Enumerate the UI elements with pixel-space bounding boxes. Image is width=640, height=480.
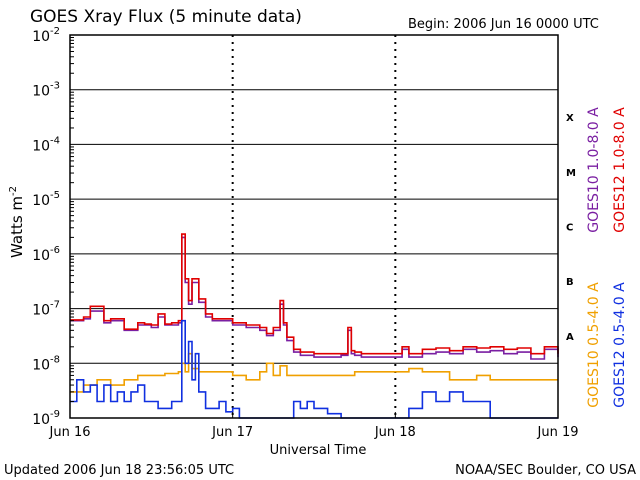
begin-label: Begin: 2006 Jun 16 0000 UTC: [408, 17, 599, 32]
flare-class-label: A: [566, 332, 574, 343]
series-line-1: [70, 233, 559, 355]
y-tick-exp: -5: [50, 190, 60, 201]
flare-class-label: C: [566, 223, 573, 234]
y-tick-base: 10: [32, 303, 50, 319]
y-axis-label-base: Watts m: [8, 196, 26, 258]
y-tick-label: 10-4: [32, 135, 60, 154]
axes: [69, 34, 559, 419]
x-axis-label: Universal Time: [270, 443, 367, 458]
y-tick-labels: 10-210-310-410-510-610-710-810-9: [32, 26, 60, 428]
flare-class-labels: X M C B A: [566, 113, 576, 343]
y-tick-exp: -2: [50, 26, 60, 37]
gridlines: [70, 35, 558, 418]
plot-frame: [69, 34, 559, 419]
x-tick-label: Jun 16: [49, 425, 91, 440]
chart-title: GOES Xray Flux (5 minute data): [30, 7, 302, 27]
flare-class-label: M: [566, 168, 576, 179]
credit-label: NOAA/SEC Boulder, CO USA: [455, 463, 636, 478]
svg-text:Watts m-2: Watts m-2: [8, 186, 26, 258]
y-tick-exp: -3: [50, 81, 60, 92]
y-tick-base: 10: [32, 357, 50, 373]
y-axis-label-sup: -2: [8, 186, 19, 196]
legend-entry-2: GOES10 0.5-4.0 A: [586, 282, 602, 408]
legend-entry-0: GOES10 1.0-8.0 A: [586, 107, 602, 233]
x-tick-label: Jun 18: [374, 425, 416, 440]
updated-label: Updated 2006 Jun 18 23:56:05 UTC: [4, 463, 234, 478]
legend-entry-3: GOES12 0.5-4.0 A: [612, 282, 628, 408]
y-tick-exp: -6: [50, 245, 60, 256]
series-line-3: [70, 319, 558, 419]
plot-background: [70, 35, 558, 418]
y-tick-base: 10: [32, 193, 50, 209]
y-tick-base: 10: [32, 412, 50, 428]
y-tick-base: 10: [32, 29, 50, 45]
y-tick-label: 10-2: [32, 26, 60, 45]
legend-entry-1: GOES12 1.0-8.0 A: [612, 107, 628, 233]
x-tick-label: Jun 19: [537, 425, 579, 440]
flare-class-label: X: [566, 113, 574, 124]
series-layer: [70, 233, 559, 419]
flare-class-label: B: [566, 277, 574, 288]
y-tick-base: 10: [32, 138, 50, 154]
y-tick-label: 10-6: [32, 245, 60, 264]
y-tick-exp: -7: [50, 300, 60, 311]
y-tick-exp: -4: [50, 135, 60, 146]
x-tick-label: Jun 17: [211, 425, 253, 440]
series-line-2: [70, 352, 558, 393]
plot-area: [70, 35, 558, 418]
legend: GOES10 1.0-8.0 A GOES12 1.0-8.0 A GOES10 0…: [586, 107, 628, 408]
y-tick-label: 10-8: [32, 354, 60, 373]
y-tick-base: 10: [32, 84, 50, 100]
y-tick-exp: -8: [50, 354, 60, 365]
y-tick-exp: -9: [50, 409, 60, 420]
y-tick-label: 10-9: [32, 409, 60, 428]
y-tick-label: 10-7: [32, 300, 60, 319]
y-tick-label: 10-3: [32, 81, 60, 100]
y-tick-label: 10-5: [32, 190, 60, 209]
y-tick-base: 10: [32, 248, 50, 264]
x-tick-labels: Jun 16 Jun 17 Jun 18 Jun 19: [49, 412, 579, 440]
y-axis-label: Watts m-2: [8, 186, 26, 258]
